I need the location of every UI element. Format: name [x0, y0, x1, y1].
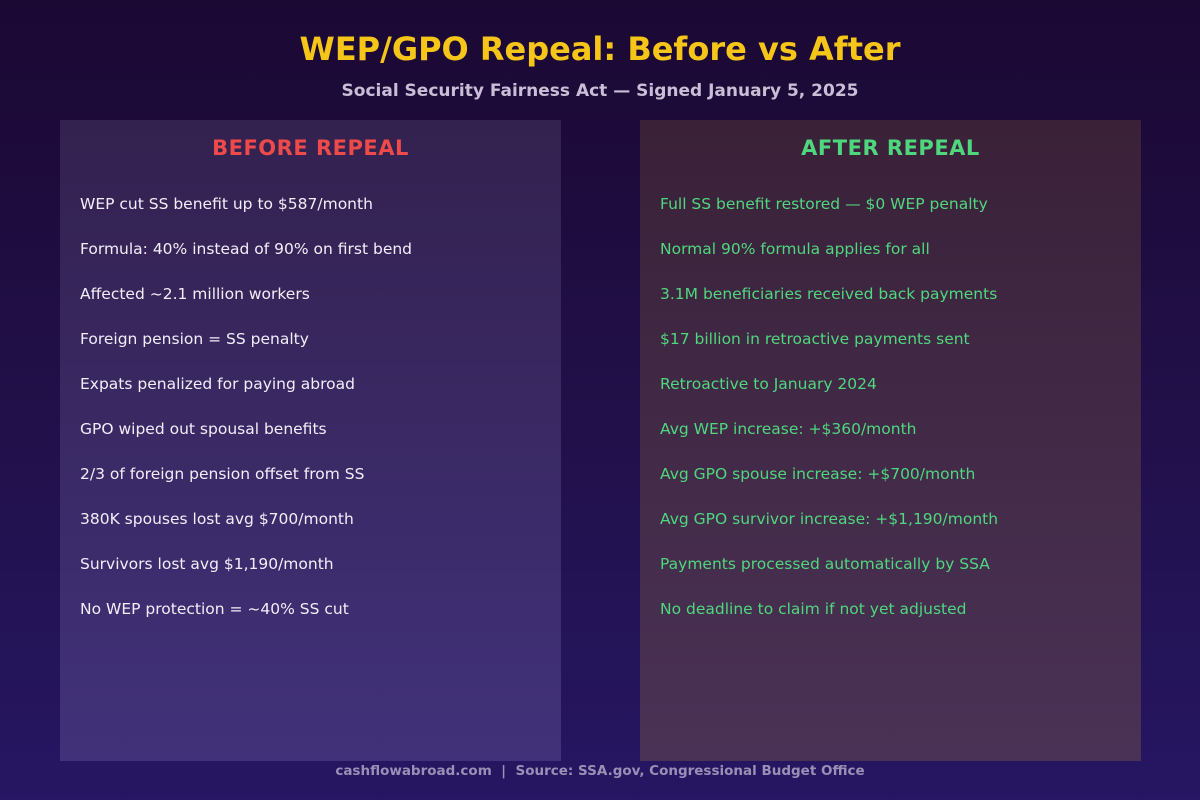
- page-title: WEP/GPO Repeal: Before vs After: [299, 30, 901, 68]
- before-repeal-heading: BEFORE REPEAL: [212, 136, 409, 160]
- after-item: 3.1M beneficiaries received back payment…: [660, 285, 998, 303]
- after-item: Normal 90% formula applies for all: [660, 240, 930, 258]
- before-item: 380K spouses lost avg $700/month: [80, 510, 354, 528]
- after-item: Avg GPO survivor increase: +$1,190/month: [660, 510, 999, 528]
- after-item: Full SS benefit restored — $0 WEP penalt…: [660, 195, 988, 213]
- before-item: GPO wiped out spousal benefits: [80, 420, 327, 438]
- after-repeal-list: Full SS benefit restored — $0 WEP penalt…: [660, 192, 1130, 642]
- before-item: 2/3 of foreign pension offset from SS: [80, 465, 365, 483]
- after-repeal-panel: AFTER REPEAL Full SS benefit restored — …: [640, 120, 1141, 761]
- before-item: Affected ~2.1 million workers: [80, 285, 310, 303]
- after-item: Payments processed automatically by SSA: [660, 555, 990, 573]
- before-item: Foreign pension = SS penalty: [80, 330, 309, 348]
- after-item: $17 billion in retroactive payments sent: [660, 330, 970, 348]
- after-item: Avg WEP increase: +$360/month: [660, 420, 917, 438]
- footer-source: cashflowabroad.com | Source: SSA.gov, Co…: [335, 763, 865, 779]
- page-subtitle: Social Security Fairness Act — Signed Ja…: [341, 81, 859, 101]
- before-item: Formula: 40% instead of 90% on first ben…: [80, 240, 413, 258]
- after-item: Retroactive to January 2024: [660, 375, 877, 393]
- before-item: Expats penalized for paying abroad: [80, 375, 355, 393]
- after-repeal-heading: AFTER REPEAL: [801, 136, 980, 160]
- before-item: WEP cut SS benefit up to $587/month: [80, 195, 373, 213]
- before-repeal-list: WEP cut SS benefit up to $587/month Form…: [80, 192, 550, 642]
- before-item: No WEP protection = ~40% SS cut: [80, 600, 349, 618]
- before-item: Survivors lost avg $1,190/month: [80, 555, 334, 573]
- after-item: Avg GPO spouse increase: +$700/month: [660, 465, 976, 483]
- before-repeal-panel: BEFORE REPEAL WEP cut SS benefit up to $…: [60, 120, 561, 761]
- after-item: No deadline to claim if not yet adjusted: [660, 600, 967, 618]
